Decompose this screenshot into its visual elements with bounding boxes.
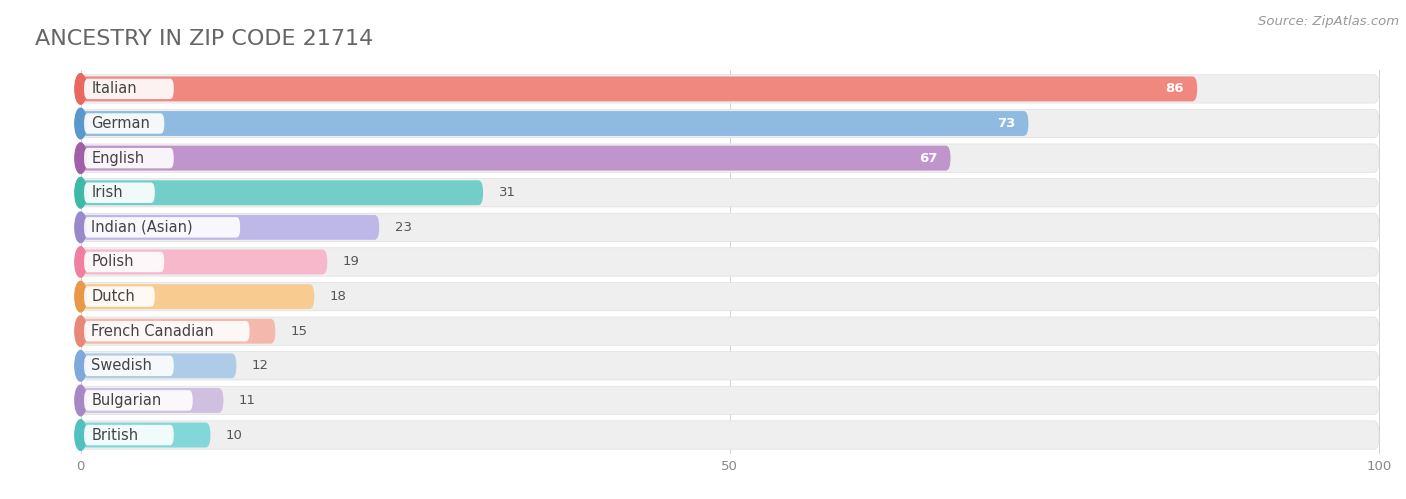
FancyBboxPatch shape (84, 425, 174, 445)
FancyBboxPatch shape (80, 76, 1197, 101)
Text: British: British (91, 428, 138, 443)
FancyBboxPatch shape (80, 353, 236, 378)
Circle shape (75, 420, 86, 451)
Text: 86: 86 (1166, 82, 1184, 95)
FancyBboxPatch shape (84, 286, 155, 307)
Text: English: English (91, 151, 145, 166)
FancyBboxPatch shape (80, 284, 315, 309)
FancyBboxPatch shape (80, 180, 484, 205)
Text: ANCESTRY IN ZIP CODE 21714: ANCESTRY IN ZIP CODE 21714 (35, 29, 374, 49)
Text: Bulgarian: Bulgarian (91, 393, 162, 408)
Text: French Canadian: French Canadian (91, 324, 214, 339)
FancyBboxPatch shape (84, 321, 250, 341)
Text: 18: 18 (330, 290, 347, 303)
Text: 67: 67 (920, 152, 938, 165)
Text: 12: 12 (252, 359, 269, 372)
Circle shape (75, 73, 86, 104)
Text: 15: 15 (291, 325, 308, 338)
Text: Italian: Italian (91, 81, 136, 96)
Circle shape (75, 385, 86, 416)
FancyBboxPatch shape (84, 356, 174, 376)
FancyBboxPatch shape (80, 423, 211, 448)
FancyBboxPatch shape (80, 109, 1379, 138)
Text: Source: ZipAtlas.com: Source: ZipAtlas.com (1258, 15, 1399, 28)
FancyBboxPatch shape (80, 421, 1379, 449)
Text: Indian (Asian): Indian (Asian) (91, 220, 193, 235)
FancyBboxPatch shape (80, 319, 276, 344)
Circle shape (75, 108, 86, 139)
Circle shape (75, 316, 86, 346)
FancyBboxPatch shape (80, 213, 1379, 242)
Text: German: German (91, 116, 150, 131)
Text: 73: 73 (997, 117, 1015, 130)
FancyBboxPatch shape (80, 75, 1379, 103)
FancyBboxPatch shape (80, 388, 224, 413)
FancyBboxPatch shape (84, 252, 165, 272)
Circle shape (75, 212, 86, 243)
FancyBboxPatch shape (80, 144, 1379, 172)
FancyBboxPatch shape (84, 79, 174, 99)
Text: 23: 23 (395, 221, 412, 234)
FancyBboxPatch shape (80, 352, 1379, 380)
Circle shape (75, 178, 86, 208)
Text: Irish: Irish (91, 185, 122, 200)
Text: 10: 10 (226, 429, 243, 442)
Circle shape (75, 247, 86, 277)
FancyBboxPatch shape (84, 183, 155, 203)
FancyBboxPatch shape (80, 179, 1379, 207)
Text: Swedish: Swedish (91, 358, 152, 373)
Text: 31: 31 (499, 186, 516, 199)
FancyBboxPatch shape (84, 148, 174, 168)
Circle shape (75, 281, 86, 312)
FancyBboxPatch shape (80, 215, 380, 240)
Circle shape (75, 143, 86, 174)
FancyBboxPatch shape (84, 217, 240, 238)
FancyBboxPatch shape (80, 386, 1379, 415)
FancyBboxPatch shape (80, 282, 1379, 311)
Text: Dutch: Dutch (91, 289, 135, 304)
FancyBboxPatch shape (80, 250, 328, 274)
Text: Polish: Polish (91, 254, 134, 269)
FancyBboxPatch shape (80, 248, 1379, 276)
Text: 11: 11 (239, 394, 256, 407)
Circle shape (75, 350, 86, 381)
FancyBboxPatch shape (80, 317, 1379, 345)
Text: 19: 19 (343, 255, 360, 268)
FancyBboxPatch shape (84, 113, 165, 134)
FancyBboxPatch shape (84, 390, 193, 411)
FancyBboxPatch shape (80, 111, 1028, 136)
FancyBboxPatch shape (80, 146, 950, 171)
